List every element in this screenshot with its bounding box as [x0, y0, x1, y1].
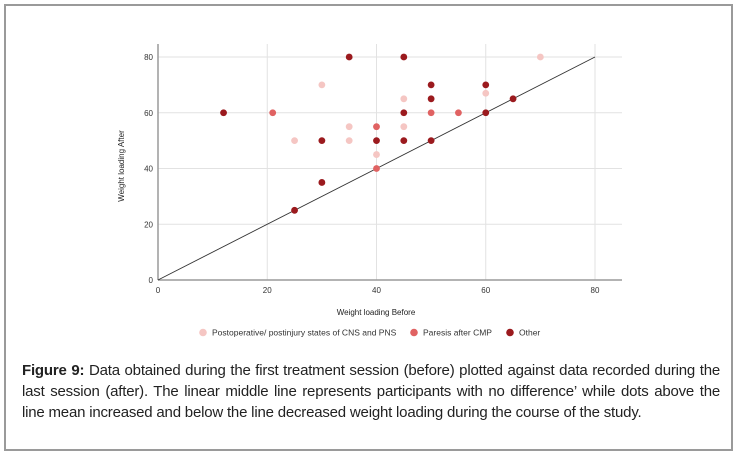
- data-point-series-2: [427, 81, 435, 89]
- y-tick-label: 20: [144, 220, 153, 229]
- x-tick-labels: 0 20 40 60 80: [156, 286, 600, 295]
- data-point-series-2: [482, 81, 490, 89]
- figure-frame: [4, 4, 733, 451]
- legend-swatch: [410, 328, 418, 337]
- data-point-series-2: [482, 109, 490, 117]
- data-point-series-0: [536, 53, 544, 61]
- x-tick-label: 20: [263, 286, 272, 295]
- scatter-chart: 0 20 40 60 80 0 20 40 60 80 Weight loading Befor…: [117, 44, 622, 338]
- data-point-series-0: [291, 137, 298, 145]
- data-point-series-2: [373, 137, 380, 145]
- data-point-series-1: [373, 165, 380, 172]
- data-point-series-1: [269, 109, 277, 117]
- legend-label: Postoperative/ postinjury states of CNS …: [212, 328, 397, 338]
- legend: Postoperative/ postinjury states of CNS …: [199, 328, 540, 338]
- data-point-series-0: [400, 123, 408, 131]
- legend-swatch: [199, 328, 207, 337]
- data-point-series-1: [455, 109, 462, 117]
- data-point-series-0: [345, 123, 353, 131]
- y-tick-label: 60: [144, 109, 153, 118]
- data-point-series-0: [373, 151, 380, 158]
- data-point-series-0: [482, 89, 490, 97]
- data-point-series-2: [400, 109, 408, 117]
- data-point-series-2: [400, 137, 408, 145]
- y-axis-label: Weight loading After: [117, 130, 126, 202]
- x-tick-label: 80: [591, 286, 600, 295]
- data-point-series-2: [318, 179, 326, 186]
- data-point-series-2: [220, 109, 227, 117]
- data-point-series-2: [291, 206, 298, 214]
- y-tick-label: 40: [144, 165, 153, 174]
- figure-caption: Figure 9: Data obtained during the first…: [22, 360, 720, 423]
- x-axis-label: Weight loading Before: [337, 308, 416, 317]
- y-tick-label: 80: [144, 53, 153, 62]
- x-tick-label: 40: [372, 286, 381, 295]
- data-point-series-2: [345, 53, 353, 61]
- grid: [158, 44, 622, 280]
- data-points: [220, 53, 544, 214]
- data-point-series-2: [400, 53, 408, 61]
- data-point-series-2: [427, 137, 435, 145]
- data-point-series-1: [427, 109, 435, 117]
- legend-label: Paresis after CMP: [423, 328, 492, 338]
- data-point-series-2: [318, 137, 326, 145]
- y-tick-labels: 0 20 40 60 80: [144, 53, 153, 285]
- data-point-series-2: [509, 95, 517, 103]
- x-tick-label: 0: [156, 286, 161, 295]
- legend-swatch: [506, 328, 514, 337]
- caption-text: Data obtained during the first treatment…: [22, 362, 720, 421]
- data-point-series-2: [427, 95, 435, 103]
- data-point-series-0: [400, 95, 408, 103]
- x-tick-label: 60: [481, 286, 490, 295]
- caption-label: Figure 9:: [22, 362, 85, 379]
- data-point-series-0: [318, 81, 326, 89]
- data-point-series-1: [373, 123, 380, 131]
- data-point-series-0: [345, 137, 353, 145]
- y-tick-label: 0: [149, 276, 154, 285]
- legend-label: Other: [519, 328, 540, 338]
